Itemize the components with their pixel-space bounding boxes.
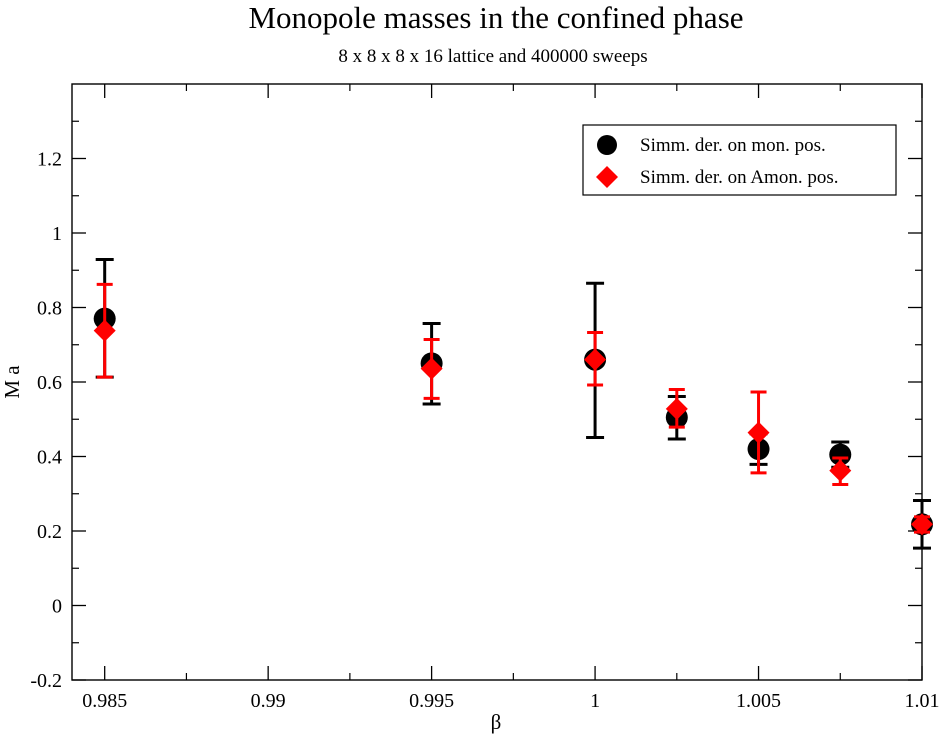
data-series [93,257,933,550]
series-amon [93,282,933,536]
x-tick-label: 1.005 [736,690,781,712]
y-tick-label: 0.2 [37,521,62,543]
x-tick-label: 1.01 [905,690,940,712]
y-axis-label: M a [0,365,24,399]
legend-marker-circle [597,135,617,155]
legend-label-amon: Simm. der. on Amon. pos. [640,167,838,188]
y-tick-label: -0.2 [30,670,62,692]
data-point-diamond [911,513,933,536]
y-tick-label: 0.8 [37,298,62,320]
chart-title: Monopole masses in the confined phase [248,0,743,35]
data-point-diamond [665,397,688,420]
x-tick-label: 1 [590,690,600,712]
legend-box [582,124,897,196]
y-tick-label: 1.2 [37,149,62,171]
data-point-diamond [747,421,770,444]
chart-subtitle: 8 x 8 x 8 x 16 lattice and 400000 sweeps [338,46,647,67]
data-point-diamond [420,357,443,380]
x-axis: 0.985 0.99 0.995 1 1.005 1.01 [82,84,940,712]
legend: Simm. der. on mon. pos. Simm. der. on Am… [582,124,897,196]
x-tick-label: 0.995 [409,690,454,712]
legend-marker-diamond [596,166,618,188]
data-point-diamond [829,459,852,482]
y-tick-label: 0 [52,596,62,618]
x-tick-label: 0.99 [251,690,286,712]
data-point-diamond [584,348,607,371]
y-axis: -0.2 0 0.2 0.4 0.6 0.8 1 1.2 [30,120,922,692]
data-point-diamond [93,319,116,342]
y-tick-label: 0.4 [37,447,62,469]
x-axis-label: β [491,710,502,734]
legend-label-mon: Simm. der. on mon. pos. [640,135,826,156]
series-mon [93,257,933,550]
y-tick-label: 0.6 [37,372,62,394]
x-tick-label: 0.985 [82,690,127,712]
data-point-circle [829,443,852,466]
y-tick-label: 1 [52,223,62,245]
